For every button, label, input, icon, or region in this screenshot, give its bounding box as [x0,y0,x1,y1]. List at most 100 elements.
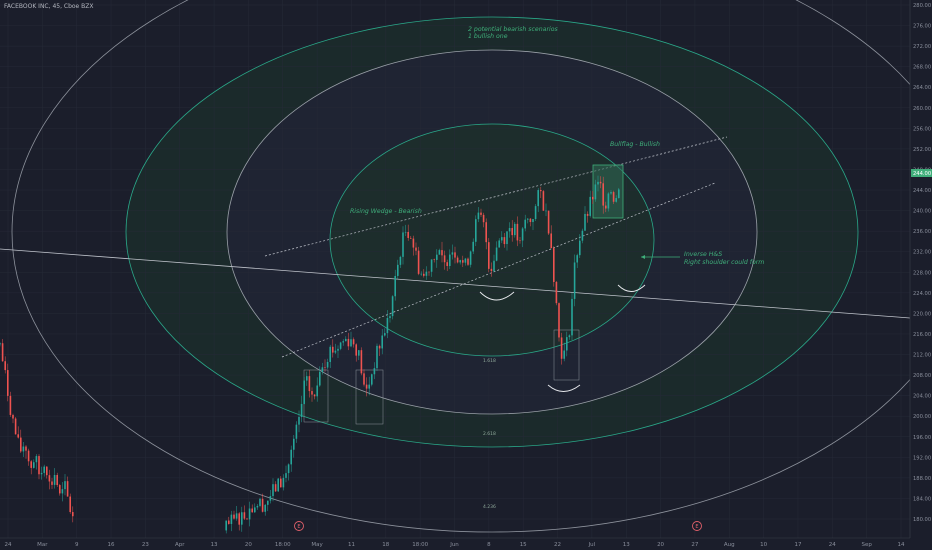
candle-body [545,210,547,212]
price-axis[interactable] [910,0,932,550]
y-tick-label: 280.00 [913,3,931,9]
candle-body [282,477,285,488]
candlestick-series[interactable] [0,175,620,534]
candle-body [386,317,389,334]
candle-body [259,498,261,506]
x-tick-label: Sep [861,542,872,548]
candle-body [451,252,454,255]
candle-body [233,514,235,519]
candle-body [261,498,264,512]
candle-body [267,500,269,505]
y-tick-label: 256.00 [913,126,931,132]
candle-body [12,414,14,419]
x-tick-label: Jul [588,542,596,548]
candle-body [597,181,599,185]
candle-body [339,342,342,349]
candle-body [389,316,391,318]
channel-lower[interactable] [281,182,716,358]
candle-body [381,335,383,349]
candle-body [420,273,422,275]
earnings-label-2: E [695,524,698,530]
y-tick-label: 208.00 [913,373,931,379]
candle-body [298,416,300,425]
candle-body [311,391,313,395]
candle-body [0,343,1,345]
candle-body [277,478,279,492]
candle-body [295,424,298,439]
candle-body [436,254,438,260]
fib-ellipse-4-236[interactable] [125,16,859,448]
y-tick-label: 188.00 [913,476,931,482]
candle-body [306,376,308,381]
candle-body [334,350,337,353]
right-shoulder-arc [617,284,646,292]
candle-body [248,508,251,520]
earnings-marker-2[interactable] [692,521,702,531]
y-tick-label: 180.00 [913,517,931,523]
core-zone-fill [330,124,654,356]
candle-body [571,298,573,336]
fib-ellipse-outer[interactable] [11,0,932,533]
x-tick-label: Apr [175,542,185,548]
candle-body [35,456,38,463]
candle-body [537,190,539,207]
candle-body [69,496,71,513]
candle-body [404,231,407,233]
candle-body [412,238,415,248]
candle-body [46,466,48,476]
candle-body [441,250,443,256]
candle-body [495,247,498,261]
candle-body [321,367,324,372]
fib-ellipse-1-618[interactable] [329,123,655,357]
y-tick-label: 252.00 [913,147,931,153]
dip-box-3 [553,329,580,381]
candle-body [324,367,326,368]
fib-ellipse-2-618[interactable] [226,49,758,415]
y-tick-label: 268.00 [913,65,931,71]
candle-body [326,361,329,368]
x-tick-label: 8 [487,542,491,548]
y-tick-label: 244.00 [913,188,931,194]
candle-body [329,346,331,362]
dip-box-2 [355,369,384,425]
candle-body [228,520,230,524]
y-tick-label: 236.00 [913,229,931,235]
time-axis-ticks: 24 Mar 9 16 23 Apr 13 20 18:00 May 11 18 18:00 Jun 8 15… [5,542,905,548]
candle-body [508,228,511,232]
y-tick-label: 196.00 [913,435,931,441]
candle-body [30,461,32,468]
earnings-marker-1[interactable] [294,521,304,531]
candle-body [594,184,597,200]
candle-body [532,219,534,223]
candle-body [514,223,516,236]
candle-body [443,255,446,263]
candle-body [373,368,376,375]
candle-body [332,346,334,353]
candle-body [584,213,586,231]
y-tick-label: 192.00 [913,455,931,461]
candle-body [25,446,27,451]
candle-body [14,418,17,435]
candle-body [384,333,386,336]
candle-body [319,371,321,386]
candle-body [350,339,352,347]
time-axis[interactable] [0,538,932,550]
candle-body [397,264,399,276]
candle-body [498,240,500,248]
candle-body [506,231,508,245]
y-tick-label: 240.00 [913,209,931,215]
annotation-inverse-hs: Inverse H&S [684,251,722,258]
candle-body [524,219,526,229]
candle-body [464,258,467,263]
last-price-tag [911,169,932,177]
candle-body [287,464,290,474]
candle-body [337,348,339,351]
channel-upper[interactable] [264,136,728,257]
candle-body [428,271,430,273]
x-tick-label: 24 [829,542,836,548]
candle-body [272,484,274,497]
trendline-long[interactable] [0,248,910,319]
candle-body [592,196,594,200]
